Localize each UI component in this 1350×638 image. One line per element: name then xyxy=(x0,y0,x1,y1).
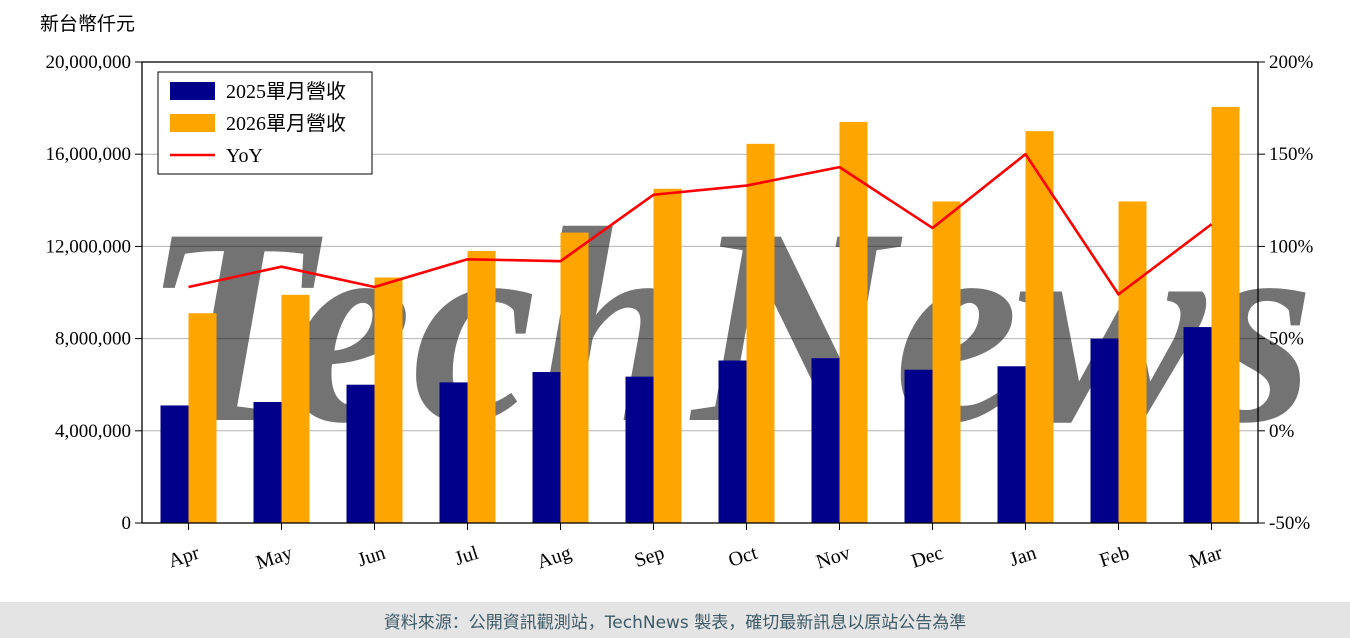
x-tick-label: Jan xyxy=(1007,542,1039,571)
plot-border xyxy=(141,61,1259,524)
x-tick-label: Nov xyxy=(813,542,853,574)
bar-2026 xyxy=(839,121,868,524)
right-tick-label: 50% xyxy=(1269,329,1304,350)
bar-2025 xyxy=(997,366,1026,523)
x-tick-label: Feb xyxy=(1097,542,1132,572)
x-tick-label: Dec xyxy=(909,542,947,573)
x-tick-label: Aug xyxy=(534,542,574,574)
chart-canvas: Tech News04,000,0008,000,00012,000,00016,… xyxy=(40,13,1314,574)
x-tick-label: Mar xyxy=(1187,542,1226,573)
bar-2026 xyxy=(1118,201,1147,523)
bar-2025 xyxy=(1183,327,1212,523)
left-tick-label: 0 xyxy=(122,513,132,534)
bar-2026 xyxy=(374,277,403,523)
bar-2026 xyxy=(281,294,310,523)
bar-2025 xyxy=(904,369,933,523)
x-tick-label: Apr xyxy=(166,542,203,573)
x-tick-label: Jul xyxy=(452,542,481,570)
bar-2025 xyxy=(1090,338,1119,523)
right-tick-label: 100% xyxy=(1269,236,1314,257)
legend-swatch-2025 xyxy=(170,82,215,100)
bar-2026 xyxy=(932,201,961,523)
x-tick-label: Oct xyxy=(726,542,761,572)
bar-2025 xyxy=(439,382,468,523)
bar-2026 xyxy=(653,188,682,523)
left-tick-label: 12,000,000 xyxy=(46,236,132,257)
bar-2026 xyxy=(188,313,217,523)
bar-2025 xyxy=(532,372,561,523)
bar-2025 xyxy=(718,360,747,523)
bar-2026 xyxy=(1025,131,1054,523)
x-tick-label: Jun xyxy=(355,542,388,572)
legend-swatch-2026 xyxy=(170,114,215,132)
right-tick-label: 150% xyxy=(1269,144,1314,165)
bar-2026 xyxy=(467,251,496,523)
bar-2025 xyxy=(346,384,375,523)
x-tick-label: Sep xyxy=(632,542,667,572)
right-tick-label: 200% xyxy=(1269,52,1314,73)
left-tick-label: 20,000,000 xyxy=(46,52,132,73)
right-tick-label: 0% xyxy=(1269,421,1295,442)
right-tick-label: -50% xyxy=(1269,513,1310,534)
x-tick-label: May xyxy=(253,542,295,574)
legend-label-yoy: YoY xyxy=(226,145,263,167)
bar-2026 xyxy=(746,143,775,523)
watermark-tech: Tech xyxy=(142,170,692,481)
bar-2025 xyxy=(160,405,189,523)
source-footer: 資料來源：公開資訊觀測站，TechNews 製表，確切最新訊息以原站公告為準 xyxy=(0,602,1350,638)
left-tick-label: 8,000,000 xyxy=(55,329,131,350)
bar-2025 xyxy=(253,401,282,523)
yoy-line xyxy=(188,152,1213,296)
bar-2025 xyxy=(625,376,654,523)
bar-2026 xyxy=(560,232,589,523)
bar-2026 xyxy=(1211,106,1240,523)
bar-2025 xyxy=(811,358,840,523)
left-tick-label: 4,000,000 xyxy=(55,421,131,442)
legend-label-2026: 2026單月營收 xyxy=(226,112,346,135)
left-tick-label: 16,000,000 xyxy=(46,144,132,165)
source-text: 資料來源：公開資訊觀測站，TechNews 製表，確切最新訊息以原站公告為準 xyxy=(383,612,967,633)
y-axis-title: 新台幣仟元 xyxy=(40,13,135,35)
legend-label-2025: 2025單月營收 xyxy=(226,80,346,103)
